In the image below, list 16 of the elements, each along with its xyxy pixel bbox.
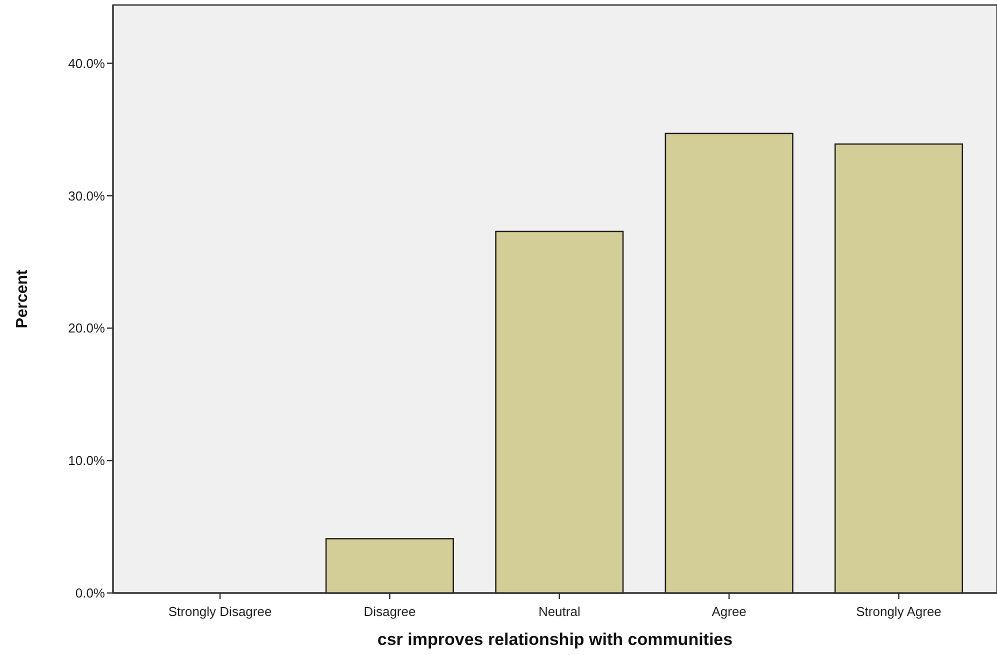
bar xyxy=(495,230,624,594)
x-tick-label: Neutral xyxy=(538,604,580,619)
bar xyxy=(834,143,964,594)
x-axis-title: csr improves relationship with communities xyxy=(377,630,733,649)
y-tick-label: 0.0% xyxy=(75,586,106,601)
x-tick-label: Disagree xyxy=(364,604,416,619)
bar xyxy=(325,538,454,594)
x-tick-label: Strongly Disagree xyxy=(168,604,272,619)
bar xyxy=(664,132,794,594)
x-tick-label: Agree xyxy=(712,604,746,619)
x-tick-label: Strongly Agree xyxy=(856,604,942,619)
y-axis-title: Percent xyxy=(14,268,31,328)
y-tick-label: 20.0% xyxy=(68,320,106,336)
y-tick-label: 30.0% xyxy=(68,188,106,204)
y-tick-label: 10.0% xyxy=(68,453,106,468)
y-tick-label: 40.0% xyxy=(68,56,106,71)
